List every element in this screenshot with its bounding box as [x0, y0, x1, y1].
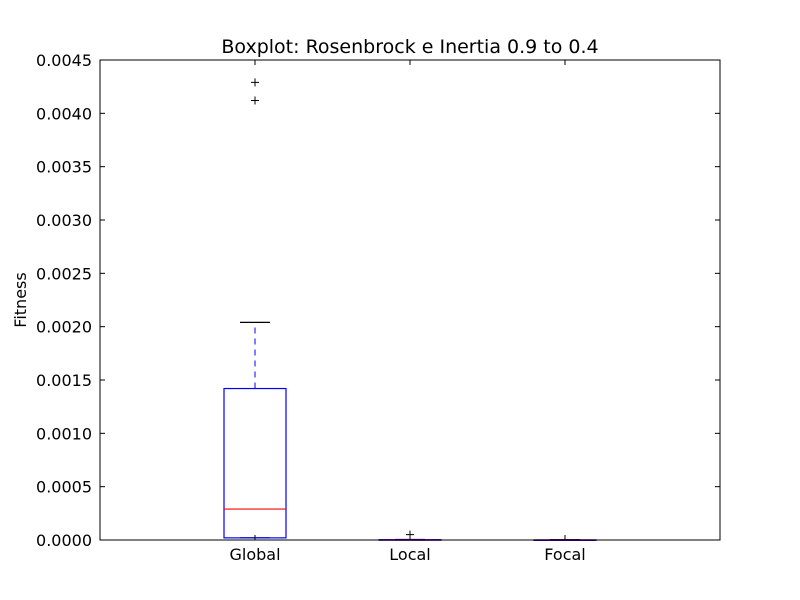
y-tick-label: 0.0015 [36, 371, 92, 390]
y-tick-label: 0.0040 [36, 104, 92, 123]
y-tick-label: 0.0045 [36, 51, 92, 70]
y-tick-label: 0.0025 [36, 264, 92, 283]
x-tick-label: Focal [544, 545, 585, 564]
box-iqr [223, 387, 287, 539]
y-tick-label: 0.0035 [36, 158, 92, 177]
x-tick-label: Local [389, 545, 430, 564]
x-tick-label: Global [229, 545, 280, 564]
outlier-point [251, 78, 259, 87]
axes: 0.0000 0.0005 0.0010 0.0015 0.0020 0.0025 0.00… [36, 51, 721, 564]
y-tick-label: 0.0005 [36, 478, 92, 497]
y-axis-label: Fitness [11, 272, 30, 327]
y-tick-label: 0.0020 [36, 318, 92, 337]
axes-frame [99, 59, 721, 541]
outlier-point [251, 96, 259, 105]
y-tick-label: 0.0010 [36, 424, 92, 443]
chart-title: Boxplot: Rosenbrock e Inertia 0.9 to 0.4 [221, 36, 598, 58]
box-global [223, 78, 287, 539]
plot-area [223, 78, 597, 541]
y-tick-label: 0.0030 [36, 211, 92, 230]
y-tick-label: 0.0000 [36, 531, 92, 550]
